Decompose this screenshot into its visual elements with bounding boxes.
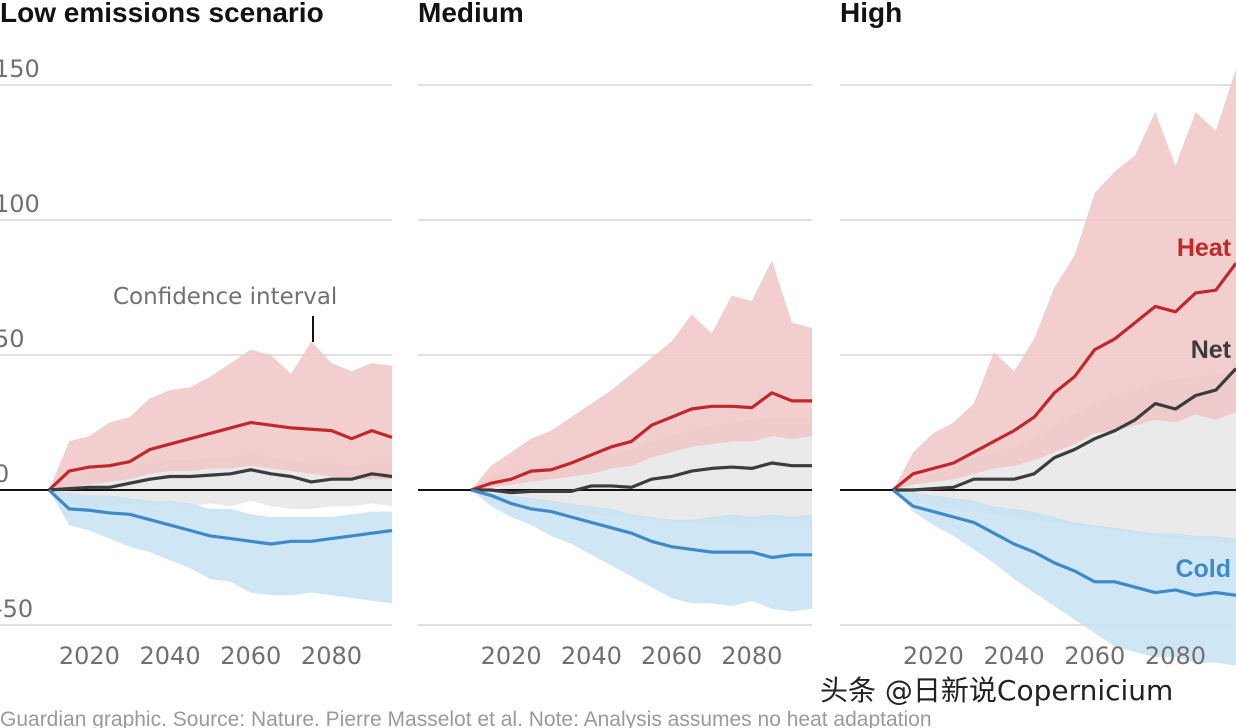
confidence-band [471,417,812,528]
series-line [471,461,812,495]
x-tick-label: 2020 [481,642,542,670]
y-tick-label: 50 [0,325,25,353]
confidence-band [49,341,392,490]
y-tick-label: -50 [0,595,33,623]
x-tick-label: 2020 [903,642,964,670]
x-tick-label: 2020 [59,642,120,670]
series-line [893,367,1236,492]
confidence-band [471,490,812,612]
panel-title: High [840,0,902,28]
series-label-net: Net [1191,336,1232,364]
source-note: Guardian graphic. Source: Nature. Pierre… [0,708,932,728]
x-tick-label: 2040 [984,642,1045,670]
panel-low-emissions: 2020 2040 2060 2080 Low emissions scenario -5… [0,0,393,670]
confidence-band [49,490,392,604]
x-tick-label: 2060 [1064,642,1125,670]
y-tick-label: 150 [0,55,40,83]
confidence-band [471,260,812,490]
panel-title: Low emissions scenario [0,0,324,28]
series-line [47,420,393,492]
confidence-interval-annotation: Confidence interval [113,284,337,310]
x-tick-label: 2060 [641,642,702,670]
series-line [891,488,1236,597]
confidence-band [893,68,1236,491]
x-tick-label: 2060 [220,642,281,670]
y-tick-label: 0 [0,460,9,488]
series-line [47,488,393,546]
series-line [48,468,393,492]
series-label-heat: Heat [1177,234,1232,262]
x-tick-label: 2080 [1145,642,1206,670]
series-line [470,488,812,560]
panel-title: Medium [418,0,524,28]
series-label-cold: Cold [1175,555,1231,583]
series-line [891,262,1236,492]
confidence-band [893,490,1236,666]
x-tick-label: 2040 [140,642,201,670]
x-tick-label: 2040 [561,642,622,670]
panel-high: 2020 2040 2060 2080 High Heat Net Cold [840,0,1236,670]
x-tick-label: 2080 [721,642,782,670]
y-tick-label: 100 [0,190,40,218]
panel-medium: 2020 2040 2060 2080 Medium [418,0,812,670]
x-tick-label: 2080 [301,642,362,670]
series-line [470,391,812,492]
watermark-text: 头条 @日新说Copernicium [820,674,1173,707]
